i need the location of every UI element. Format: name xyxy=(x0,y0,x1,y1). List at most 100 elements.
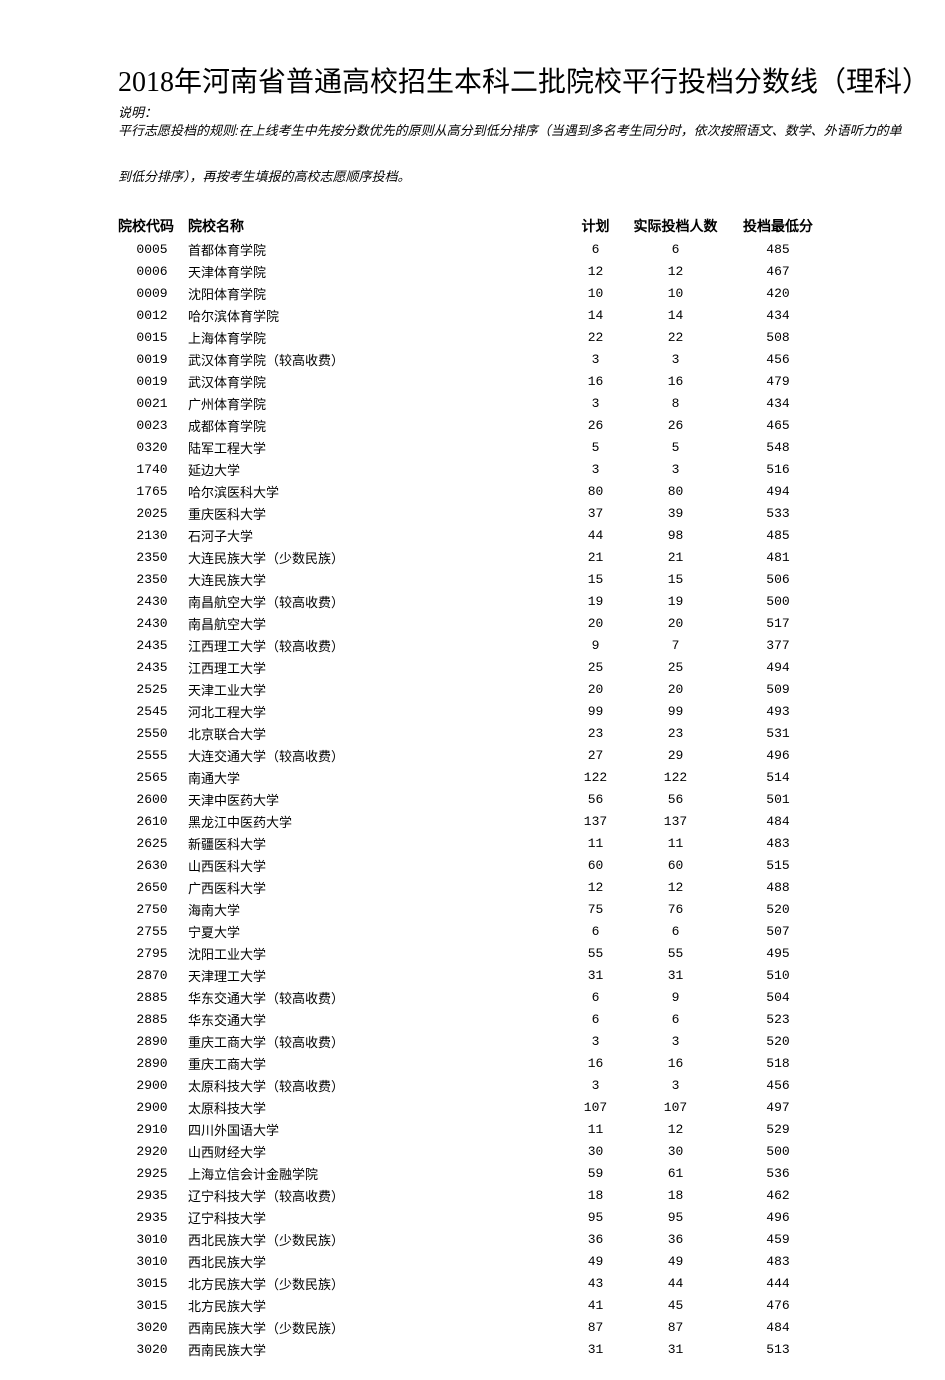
cell-min: 508 xyxy=(728,326,828,348)
cell-name: 南通大学 xyxy=(186,766,568,788)
cell-actual: 23 xyxy=(623,722,728,744)
cell-name: 上海体育学院 xyxy=(186,326,568,348)
col-header-actual: 实际投档人数 xyxy=(623,214,728,238)
cell-actual: 15 xyxy=(623,568,728,590)
cell-min: 434 xyxy=(728,392,828,414)
cell-code: 2430 xyxy=(118,590,186,612)
cell-actual: 60 xyxy=(623,854,728,876)
cell-code: 2600 xyxy=(118,788,186,810)
cell-actual: 31 xyxy=(623,1338,728,1360)
cell-min: 479 xyxy=(728,370,828,392)
cell-plan: 49 xyxy=(568,1250,623,1272)
cell-name: 重庆工商大学（较高收费） xyxy=(186,1030,568,1052)
cell-name: 华东交通大学 xyxy=(186,1008,568,1030)
cell-name: 华东交通大学（较高收费） xyxy=(186,986,568,1008)
cell-code: 2545 xyxy=(118,700,186,722)
table-row: 3015北方民族大学（少数民族）4344444 xyxy=(118,1272,828,1294)
cell-plan: 26 xyxy=(568,414,623,436)
table-row: 2925上海立信会计金融学院5961536 xyxy=(118,1162,828,1184)
cell-actual: 31 xyxy=(623,964,728,986)
cell-plan: 16 xyxy=(568,1052,623,1074)
cell-code: 1765 xyxy=(118,480,186,502)
cell-name: 西南民族大学（少数民族） xyxy=(186,1316,568,1338)
cell-actual: 95 xyxy=(623,1206,728,1228)
cell-code: 1740 xyxy=(118,458,186,480)
cell-plan: 18 xyxy=(568,1184,623,1206)
cell-actual: 55 xyxy=(623,942,728,964)
cell-actual: 99 xyxy=(623,700,728,722)
cell-code: 0006 xyxy=(118,260,186,282)
cell-name: 哈尔滨体育学院 xyxy=(186,304,568,326)
cell-min: 484 xyxy=(728,810,828,832)
cell-plan: 20 xyxy=(568,678,623,700)
table-row: 2435江西理工大学2525494 xyxy=(118,656,828,678)
cell-name: 江西理工大学（较高收费） xyxy=(186,634,568,656)
cell-code: 2870 xyxy=(118,964,186,986)
cell-name: 武汉体育学院 xyxy=(186,370,568,392)
cell-name: 首都体育学院 xyxy=(186,238,568,260)
cell-plan: 12 xyxy=(568,260,623,282)
cell-actual: 3 xyxy=(623,1030,728,1052)
cell-code: 2900 xyxy=(118,1074,186,1096)
cell-name: 天津体育学院 xyxy=(186,260,568,282)
cell-actual: 9 xyxy=(623,986,728,1008)
cell-min: 520 xyxy=(728,1030,828,1052)
cell-code: 0019 xyxy=(118,370,186,392)
cell-min: 494 xyxy=(728,480,828,502)
cell-actual: 12 xyxy=(623,260,728,282)
cell-name: 沈阳体育学院 xyxy=(186,282,568,304)
cell-actual: 20 xyxy=(623,678,728,700)
table-row: 0019武汉体育学院1616479 xyxy=(118,370,828,392)
cell-plan: 6 xyxy=(568,986,623,1008)
cell-code: 3015 xyxy=(118,1272,186,1294)
cell-code: 2025 xyxy=(118,502,186,524)
cell-min: 529 xyxy=(728,1118,828,1140)
cell-plan: 137 xyxy=(568,810,623,832)
table-row: 2935辽宁科技大学（较高收费）1818462 xyxy=(118,1184,828,1206)
table-row: 0015上海体育学院2222508 xyxy=(118,326,828,348)
cell-plan: 20 xyxy=(568,612,623,634)
cell-plan: 99 xyxy=(568,700,623,722)
cell-plan: 31 xyxy=(568,964,623,986)
cell-plan: 12 xyxy=(568,876,623,898)
cell-plan: 75 xyxy=(568,898,623,920)
cell-actual: 39 xyxy=(623,502,728,524)
cell-plan: 36 xyxy=(568,1228,623,1250)
cell-code: 2910 xyxy=(118,1118,186,1140)
cell-min: 377 xyxy=(728,634,828,656)
cell-plan: 21 xyxy=(568,546,623,568)
table-row: 1740延边大学33516 xyxy=(118,458,828,480)
table-row: 0012哈尔滨体育学院1414434 xyxy=(118,304,828,326)
cell-min: 434 xyxy=(728,304,828,326)
cell-code: 2920 xyxy=(118,1140,186,1162)
cell-code: 2350 xyxy=(118,546,186,568)
cell-actual: 107 xyxy=(623,1096,728,1118)
cell-plan: 44 xyxy=(568,524,623,546)
cell-name: 江西理工大学 xyxy=(186,656,568,678)
table-row: 2525天津工业大学2020509 xyxy=(118,678,828,700)
cell-name: 武汉体育学院（较高收费） xyxy=(186,348,568,370)
cell-name: 北方民族大学（少数民族） xyxy=(186,1272,568,1294)
cell-code: 2935 xyxy=(118,1206,186,1228)
cell-plan: 60 xyxy=(568,854,623,876)
cell-min: 520 xyxy=(728,898,828,920)
table-row: 2870天津理工大学3131510 xyxy=(118,964,828,986)
table-row: 1765哈尔滨医科大学8080494 xyxy=(118,480,828,502)
table-body: 0005首都体育学院664850006天津体育学院12124670009沈阳体育… xyxy=(118,238,828,1360)
cell-min: 531 xyxy=(728,722,828,744)
cell-actual: 87 xyxy=(623,1316,728,1338)
cell-min: 496 xyxy=(728,744,828,766)
cell-code: 2130 xyxy=(118,524,186,546)
table-row: 2885华东交通大学66523 xyxy=(118,1008,828,1030)
cell-plan: 10 xyxy=(568,282,623,304)
cell-actual: 137 xyxy=(623,810,728,832)
cell-name: 成都体育学院 xyxy=(186,414,568,436)
cell-name: 大连民族大学 xyxy=(186,568,568,590)
cell-actual: 3 xyxy=(623,458,728,480)
cell-plan: 5 xyxy=(568,436,623,458)
cell-min: 504 xyxy=(728,986,828,1008)
table-row: 2550北京联合大学2323531 xyxy=(118,722,828,744)
cell-min: 444 xyxy=(728,1272,828,1294)
cell-min: 496 xyxy=(728,1206,828,1228)
cell-min: 459 xyxy=(728,1228,828,1250)
